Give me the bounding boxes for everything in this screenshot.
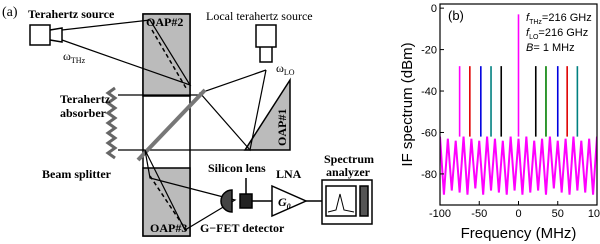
annotation-part: =216 GHz (538, 27, 588, 39)
annotation: fLO=216 GHz (526, 27, 588, 41)
label: LNA (276, 167, 302, 181)
label: 0 (287, 202, 291, 211)
label: G−FET detector (200, 221, 285, 235)
annotation-part: f (526, 27, 530, 39)
absorber (105, 86, 118, 160)
annotation-part: B (526, 42, 533, 54)
annotation-part: f (526, 12, 530, 24)
label: ωLO (276, 61, 295, 77)
annotation-part: = 1 MHz (533, 42, 574, 54)
y-tick-label: -40 (421, 86, 437, 98)
y-tick-label: -20 (421, 45, 437, 57)
annotation-part: =216 GHz (542, 12, 592, 24)
analyzer-trace (327, 193, 355, 213)
annotation-part: THz (529, 19, 542, 26)
lo-beam (198, 69, 267, 152)
label: Beam splitter (42, 167, 112, 181)
thz-horn (49, 27, 63, 43)
x-axis-label: Frequency (MHz) (461, 225, 577, 242)
panel-label: (a) (2, 5, 18, 20)
annotation: B= 1 MHz (526, 42, 575, 54)
oap1-mirror (243, 77, 291, 151)
annotation-part: LO (529, 34, 539, 41)
setup-diagram (29, 13, 373, 237)
silicon-lens (220, 189, 233, 213)
diagram-labels: (a) Terahertz source ωTHz OAP#2 Local te… (2, 5, 374, 235)
y-tick-label: -60 (421, 127, 437, 139)
x-tick-label: -50 (471, 208, 487, 220)
gfet (239, 193, 253, 209)
beam-splitter (136, 88, 207, 162)
x-tick-label: -100 (429, 208, 451, 220)
oap3-surface (149, 175, 187, 231)
label: Silicon lens (208, 161, 266, 175)
thz-source-box (29, 24, 51, 46)
label: THz (71, 56, 86, 65)
label: Spectrum (324, 152, 374, 166)
label: ω (63, 49, 71, 63)
spectrum-line (440, 136, 597, 195)
analyzer-knobs (359, 185, 369, 217)
label: Terahertz (60, 92, 111, 106)
label: Terahertz source (28, 7, 115, 21)
x-tick-label: 50 (552, 208, 564, 220)
oap2-surface (151, 29, 187, 89)
panel-label: (b) (448, 8, 464, 23)
label: analyzer (326, 165, 371, 179)
x-tick-label: 100 (588, 208, 600, 220)
label: OAP#2 (146, 15, 183, 29)
annotation: fTHz=216 GHz (526, 12, 592, 26)
lna-symbol (271, 184, 308, 218)
label: ω (276, 61, 284, 75)
y-axis-label: IF spectrum (dBm) (399, 42, 416, 166)
label: OAP#1 (275, 109, 289, 146)
label: G (278, 195, 287, 209)
y-tick-label: 0 (431, 3, 437, 15)
thz-beam (61, 19, 192, 87)
analyzer-screen (325, 185, 357, 217)
x-tick-label: 0 (515, 208, 521, 220)
beam-to-detector (144, 149, 237, 231)
label: Local terahertz source (206, 9, 313, 23)
lo-source-box (255, 24, 277, 48)
label: G0 (278, 195, 291, 211)
lo-horn (259, 47, 273, 63)
label: OAP#3 (150, 221, 187, 235)
label: absorber (60, 106, 107, 120)
label: ωTHz (63, 49, 86, 65)
label: LO (284, 68, 295, 77)
spectrum-chart: -100 -50 0 50 100 -80 -60 -40 -20 0 Frequency (MHz… (399, 3, 600, 242)
y-tick-label: -80 (421, 169, 437, 181)
